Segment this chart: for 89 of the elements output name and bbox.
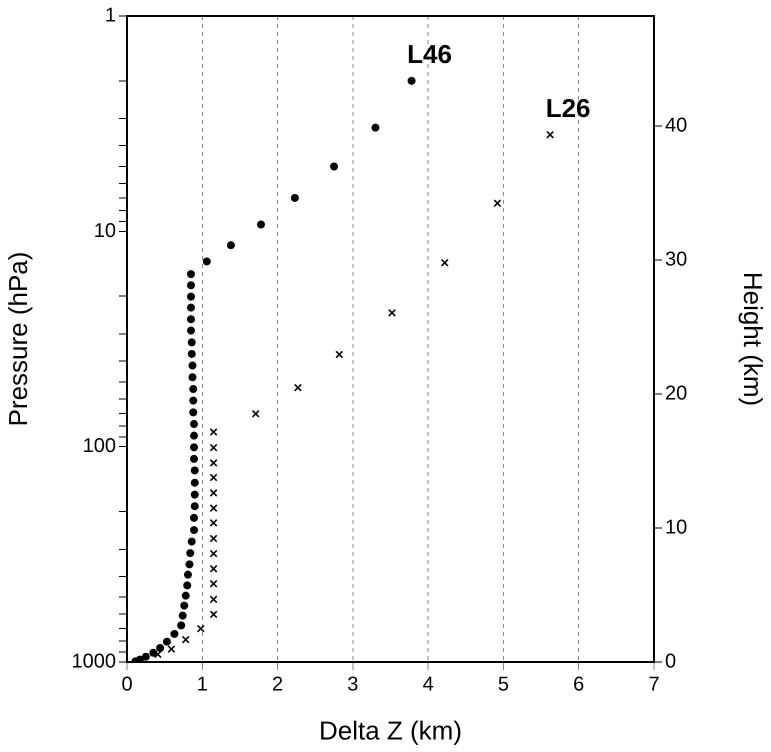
y2-axis-title: Height (km) [738, 272, 768, 406]
point [290, 194, 299, 202]
y-tick-label: 100 [82, 435, 116, 458]
point [210, 518, 218, 527]
point [210, 564, 218, 573]
point [186, 281, 195, 290]
point [186, 315, 195, 324]
point [210, 504, 218, 512]
point [185, 560, 194, 568]
point [190, 478, 199, 487]
point [188, 373, 196, 382]
point [188, 538, 196, 546]
point [188, 338, 196, 346]
point [252, 410, 260, 418]
y-tick-label: 1000 [72, 650, 116, 673]
point [210, 428, 218, 436]
point [180, 602, 188, 610]
point [226, 241, 235, 250]
point [188, 350, 196, 358]
point [210, 473, 218, 482]
point [408, 76, 416, 85]
point [177, 621, 186, 630]
point [257, 220, 266, 229]
point [210, 610, 218, 618]
x-tick-label: 2 [272, 674, 284, 696]
y2-tick-label: 10 [665, 516, 688, 538]
x-tick-label: 0 [121, 674, 133, 696]
point [190, 514, 198, 522]
y-axis-title: Pressure (hPa) [2, 252, 33, 426]
point [189, 385, 198, 394]
point [190, 420, 198, 428]
point [190, 502, 199, 510]
point [182, 592, 190, 600]
point [330, 162, 338, 171]
x-tick-label: 6 [573, 674, 584, 696]
point [142, 652, 150, 661]
x-tick-label: 3 [347, 674, 358, 696]
point [167, 645, 176, 654]
point [170, 630, 178, 638]
y-tick-label: 10 [94, 220, 116, 242]
x-tick-label: 4 [422, 674, 434, 696]
point [190, 454, 198, 463]
point [190, 466, 199, 474]
point [190, 432, 198, 440]
point [546, 130, 554, 139]
point [294, 384, 302, 392]
point [210, 458, 218, 467]
point [189, 408, 198, 416]
point [388, 308, 396, 317]
point [186, 326, 195, 335]
y2-tick-label: 40 [665, 114, 688, 136]
x-tick-label: 5 [498, 674, 509, 696]
point [210, 595, 218, 604]
point [184, 570, 192, 579]
point [190, 443, 198, 452]
point [178, 612, 187, 620]
point [190, 490, 199, 499]
point [186, 304, 195, 312]
y2-tick-label: 30 [665, 248, 688, 270]
point [149, 648, 158, 657]
point [186, 270, 195, 278]
y2-tick-label: 0 [665, 650, 676, 673]
point [210, 444, 218, 452]
point [210, 534, 218, 542]
point [182, 636, 190, 644]
point [183, 581, 192, 590]
x-axis-title: Delta Z (km) [319, 716, 462, 746]
point [196, 624, 205, 633]
point [335, 350, 344, 358]
point [210, 488, 218, 497]
point [210, 550, 218, 558]
y2-tick-label: 20 [665, 382, 688, 404]
point [440, 258, 449, 267]
point [189, 396, 198, 405]
series-label: L46 [407, 38, 452, 69]
point [188, 362, 196, 370]
point [202, 257, 211, 266]
x-tick-label: 7 [648, 674, 660, 696]
point [186, 549, 194, 558]
point [371, 124, 380, 132]
series-label: L26 [546, 92, 591, 123]
point [493, 199, 502, 208]
point [156, 644, 164, 652]
point [190, 526, 198, 534]
point [186, 292, 195, 301]
x-tick-label: 1 [196, 674, 208, 696]
y-tick-label: 1 [104, 4, 116, 27]
point [162, 638, 171, 646]
point [210, 580, 218, 588]
